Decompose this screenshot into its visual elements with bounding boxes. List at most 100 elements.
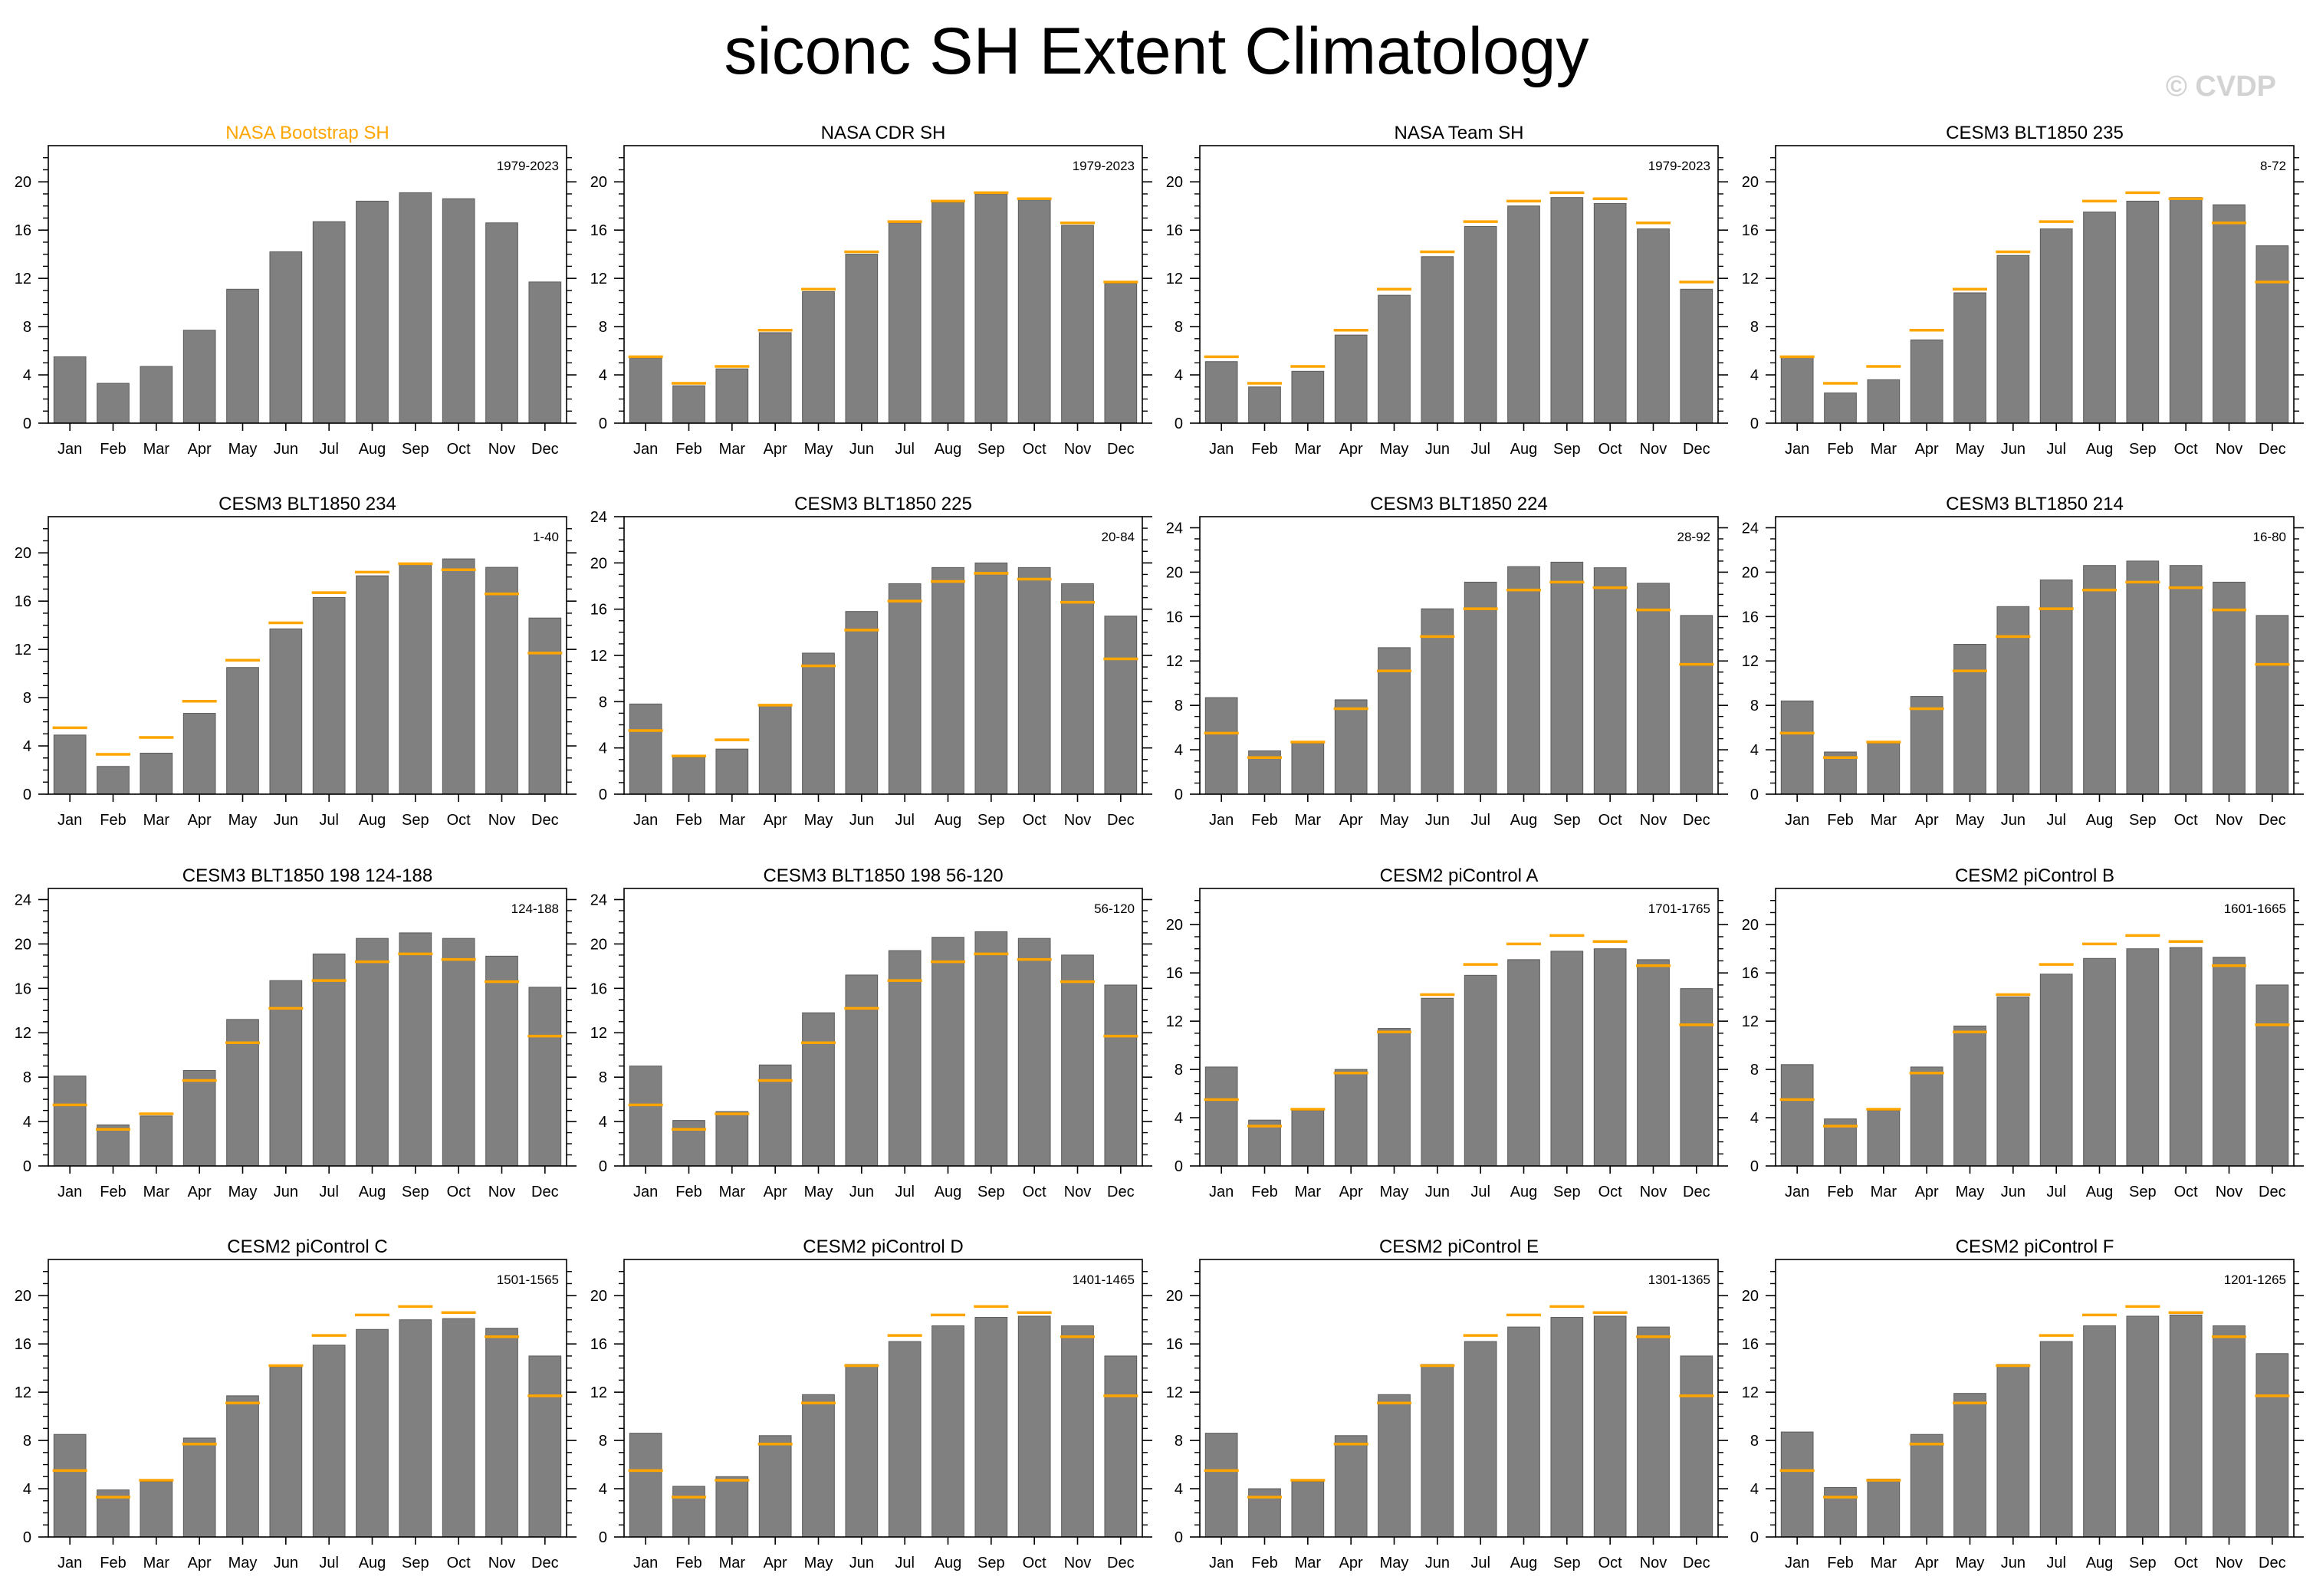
y-tick-label: 4 <box>599 367 607 384</box>
y-tick-label: 20 <box>1166 174 1183 191</box>
x-tick-label: May <box>804 812 833 829</box>
x-tick-label: Aug <box>1510 1555 1538 1571</box>
bar-sep <box>974 193 1008 424</box>
bar-sep <box>2126 948 2160 1167</box>
x-tick-label: Apr <box>188 1184 212 1200</box>
y-tick-label: 20 <box>1166 917 1183 934</box>
panel-16: 0 4 8 12 16 20 Jan Feb Mar Apr May Jun Jul Aug Sep Oct N… <box>1742 1236 2304 1571</box>
y-tick-label: 0 <box>599 787 607 803</box>
bar-aug <box>356 1328 389 1538</box>
bar-mar <box>1291 1481 1325 1538</box>
x-tick-label: Sep <box>1553 441 1581 458</box>
x-tick-label: Nov <box>1064 1184 1092 1200</box>
bar-jan <box>1780 356 1814 424</box>
bar-sep <box>399 932 432 1167</box>
plot-frame <box>1199 145 1719 424</box>
bar-nov <box>1061 225 1094 424</box>
x-tick-label: Jun <box>849 812 874 829</box>
x-tick-label: Feb <box>1827 1184 1853 1200</box>
x-tick-label: Jun <box>274 441 298 458</box>
x-tick-label: Jan <box>1785 441 1809 458</box>
y-tick-label: 4 <box>1175 367 1183 384</box>
x-tick-label: Apr <box>1915 812 1939 829</box>
x-tick-label: Feb <box>1827 812 1853 829</box>
x-tick-label: Dec <box>531 1555 559 1571</box>
x-tick-label: Apr <box>1915 441 1939 458</box>
panel-title: CESM3 BLT1850 235 <box>1946 123 2124 143</box>
x-tick-label: Jul <box>319 441 339 458</box>
bar-apr <box>182 1437 216 1538</box>
y-tick-label: 4 <box>1175 1110 1183 1127</box>
y-tick-label: 0 <box>1750 1158 1759 1175</box>
x-tick-label: Jan <box>1209 1555 1234 1571</box>
bar-feb <box>672 757 705 795</box>
bar-oct <box>442 198 475 424</box>
x-tick-label: May <box>1380 441 1409 458</box>
x-tick-label: Nov <box>488 812 516 829</box>
y-tick-label: 8 <box>1175 1433 1183 1450</box>
x-tick-label: May <box>1956 812 1985 829</box>
x-tick-label: Apr <box>764 1184 787 1200</box>
bar-feb <box>97 383 130 424</box>
x-tick-label: May <box>1956 441 1985 458</box>
x-tick-label: Jun <box>274 1184 298 1200</box>
bar-dec <box>1104 616 1138 795</box>
bar-dec <box>2256 984 2289 1167</box>
y-tick-label: 16 <box>1166 609 1183 626</box>
bar-aug <box>356 575 389 795</box>
bar-jun <box>845 254 879 424</box>
x-tick-label: Dec <box>1683 1555 1710 1571</box>
y-tick-label: 16 <box>590 222 607 239</box>
bar-dec <box>1680 615 1713 795</box>
bar-jul <box>1464 1341 1497 1538</box>
y-tick-label: 0 <box>599 1529 607 1546</box>
x-tick-label: May <box>804 1184 833 1200</box>
x-tick-label: Mar <box>1295 441 1322 458</box>
x-tick-label: Feb <box>675 441 701 458</box>
bar-nov <box>1637 959 1670 1167</box>
bar-jul <box>312 596 346 795</box>
x-tick-label: Jun <box>2001 441 2026 458</box>
x-tick-label: Jun <box>849 1184 874 1200</box>
x-tick-label: Sep <box>977 441 1005 458</box>
y-tick-label: 12 <box>1166 653 1183 670</box>
x-tick-label: Jan <box>1209 1184 1234 1200</box>
panel-15: 0 4 8 12 16 20 Jan Feb Mar Apr May Jun Jul Aug Sep Oct N… <box>1166 1236 1728 1571</box>
x-tick-label: Apr <box>1339 812 1363 829</box>
x-tick-label: Mar <box>1295 1555 1322 1571</box>
panel-title: CESM2 piControl C <box>227 1236 387 1257</box>
x-tick-label: Jul <box>895 1555 915 1571</box>
bar-jan <box>53 356 87 424</box>
panel-title: CESM3 BLT1850 198 56-120 <box>763 865 1003 886</box>
bar-may <box>226 1395 259 1538</box>
y-tick-label: 4 <box>599 1481 607 1498</box>
bar-jun <box>1421 256 1454 424</box>
x-tick-label: Aug <box>2086 812 2114 829</box>
panel-title: NASA Bootstrap SH <box>225 123 389 143</box>
y-tick-label: 12 <box>590 271 607 287</box>
bar-nov <box>485 222 518 424</box>
y-tick-label: 0 <box>1175 1529 1183 1546</box>
year-range-label: 16-80 <box>2253 530 2286 544</box>
plot-frame <box>623 888 1143 1167</box>
bar-jun <box>845 1364 879 1538</box>
x-tick-label: Jul <box>319 1555 339 1571</box>
bar-may <box>802 291 835 424</box>
x-tick-label: Jun <box>2001 1184 2026 1200</box>
y-tick-label: 12 <box>15 1025 31 1042</box>
bar-mar <box>1291 742 1325 795</box>
year-range-label: 124-188 <box>511 901 559 916</box>
bar-aug <box>1507 1326 1540 1538</box>
bar-oct <box>2169 947 2203 1167</box>
bar-may <box>1378 294 1411 424</box>
y-tick-label: 24 <box>15 892 31 908</box>
bar-may <box>802 1394 835 1538</box>
panel-9: 0 4 8 12 16 20 24 Jan Feb Mar Apr May Jun Jul Aug Sep Oc… <box>15 865 577 1200</box>
x-tick-label: May <box>804 1555 833 1571</box>
x-tick-label: May <box>1380 1555 1409 1571</box>
x-tick-label: Jun <box>849 1555 874 1571</box>
y-tick-label: 20 <box>1166 564 1183 581</box>
x-tick-label: May <box>1956 1184 1985 1200</box>
x-tick-label: Mar <box>719 1555 746 1571</box>
bar-apr <box>1910 1066 1943 1167</box>
